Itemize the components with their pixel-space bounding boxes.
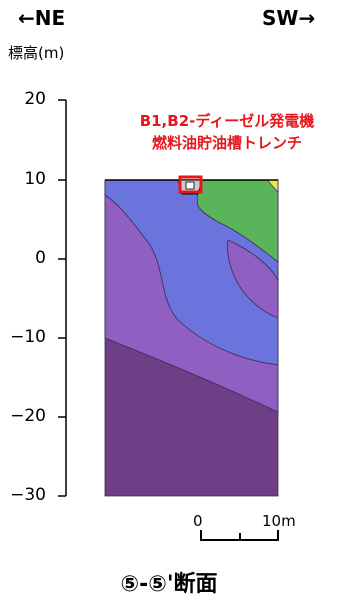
- trench-annotation-line1: B1,B2-ディーゼル発電機: [139, 112, 315, 130]
- trench-annotation-line2: 燃料油貯油槽トレンチ: [151, 134, 302, 152]
- tick-label-10: 10: [24, 169, 46, 189]
- direction-ne-label: ←NE: [18, 6, 66, 30]
- scale-label-start: 0: [193, 512, 203, 530]
- trench: [177, 175, 203, 195]
- tick-label-minus-10: −10: [10, 327, 46, 347]
- tick-label-minus-20: −20: [10, 406, 46, 426]
- trench-annotation: B1,B2-ディーゼル発電機 燃料油貯油槽トレンチ: [112, 110, 338, 154]
- layer-yellow: [267, 179, 279, 193]
- tick-label-20: 20: [24, 89, 46, 109]
- layer-green: [196, 179, 279, 263]
- tick-label-0: 0: [35, 248, 46, 268]
- geology-layers: [104, 179, 279, 497]
- elevation-axis-label: 標高(m): [8, 44, 65, 62]
- scale-bar: [200, 530, 279, 541]
- scale-label-end: 10m: [262, 512, 296, 530]
- elevation-axis: [58, 99, 67, 497]
- direction-sw-label: SW→: [262, 6, 316, 30]
- layer-violet-lens: [227, 239, 279, 319]
- tick-label-minus-30: −30: [10, 485, 46, 505]
- section-title: ⑤-⑤'断面: [120, 572, 218, 597]
- trench-highlight-box: [178, 175, 203, 194]
